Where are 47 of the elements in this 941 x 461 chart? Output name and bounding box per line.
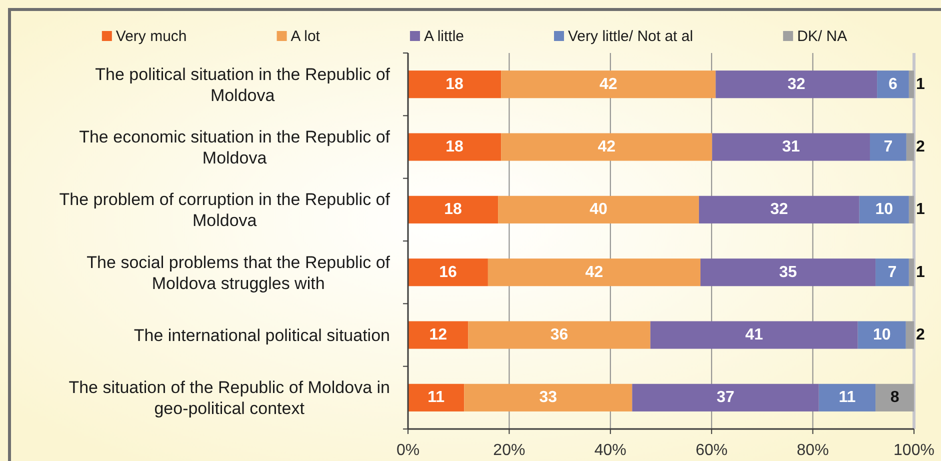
data-label: 37 xyxy=(716,389,735,406)
data-label: 8 xyxy=(890,389,900,406)
data-label: 1 xyxy=(916,264,925,281)
data-label: 2 xyxy=(916,326,925,344)
x-tick-label: 60% xyxy=(696,442,728,459)
data-label: 32 xyxy=(787,76,806,93)
legend-label: A lot xyxy=(290,28,321,45)
data-label: 11 xyxy=(428,389,445,406)
data-label: 18 xyxy=(444,201,462,218)
x-tick-label: 100% xyxy=(894,442,934,459)
x-tick-label: 20% xyxy=(493,442,526,459)
data-label: 41 xyxy=(745,326,764,344)
data-label: 7 xyxy=(884,138,893,156)
data-label: 42 xyxy=(599,76,618,93)
y-tick-label: The problem of corruption in the Republic of Moldova xyxy=(59,190,390,230)
data-label: 18 xyxy=(446,76,464,93)
data-label: 32 xyxy=(770,201,788,218)
data-label: 12 xyxy=(429,326,448,344)
legend-label: DK/ NA xyxy=(797,28,848,45)
legend-label: A little xyxy=(424,28,464,45)
data-label: 31 xyxy=(782,138,800,156)
data-label: 2 xyxy=(916,138,925,156)
y-tick-label: The social problems that the Republic of Moldova struggles with xyxy=(86,252,390,293)
data-label: 18 xyxy=(446,138,464,156)
data-label: 35 xyxy=(779,264,798,281)
y-tick-label: The economic situation in the Republic of Moldova xyxy=(79,127,390,168)
y-tick-label: The international political situation xyxy=(134,326,390,345)
data-label: 36 xyxy=(550,326,568,344)
y-tick-label: The political situation in the Republic of Moldova xyxy=(95,64,390,105)
data-label: 1 xyxy=(916,201,925,218)
x-tick-label: 0% xyxy=(396,442,420,459)
x-tick-label: 40% xyxy=(594,442,626,459)
data-label: 33 xyxy=(539,389,558,406)
legend-label: Very little/ Not at al xyxy=(568,28,694,45)
data-label: 42 xyxy=(598,138,616,156)
data-label: 40 xyxy=(590,201,608,218)
data-label: 16 xyxy=(439,264,457,281)
data-label: 10 xyxy=(875,201,894,218)
data-label: 10 xyxy=(872,326,891,344)
data-label: 6 xyxy=(888,76,898,93)
data-label: 1 xyxy=(916,76,925,93)
data-label: 42 xyxy=(585,264,604,281)
y-tick-label: The situation of the Republic of Moldova in geo-political context xyxy=(68,378,390,418)
data-label: 7 xyxy=(888,264,897,281)
x-tick-label: 80% xyxy=(796,442,829,459)
data-label: 11 xyxy=(838,389,856,406)
legend-label: Very much xyxy=(116,28,187,45)
